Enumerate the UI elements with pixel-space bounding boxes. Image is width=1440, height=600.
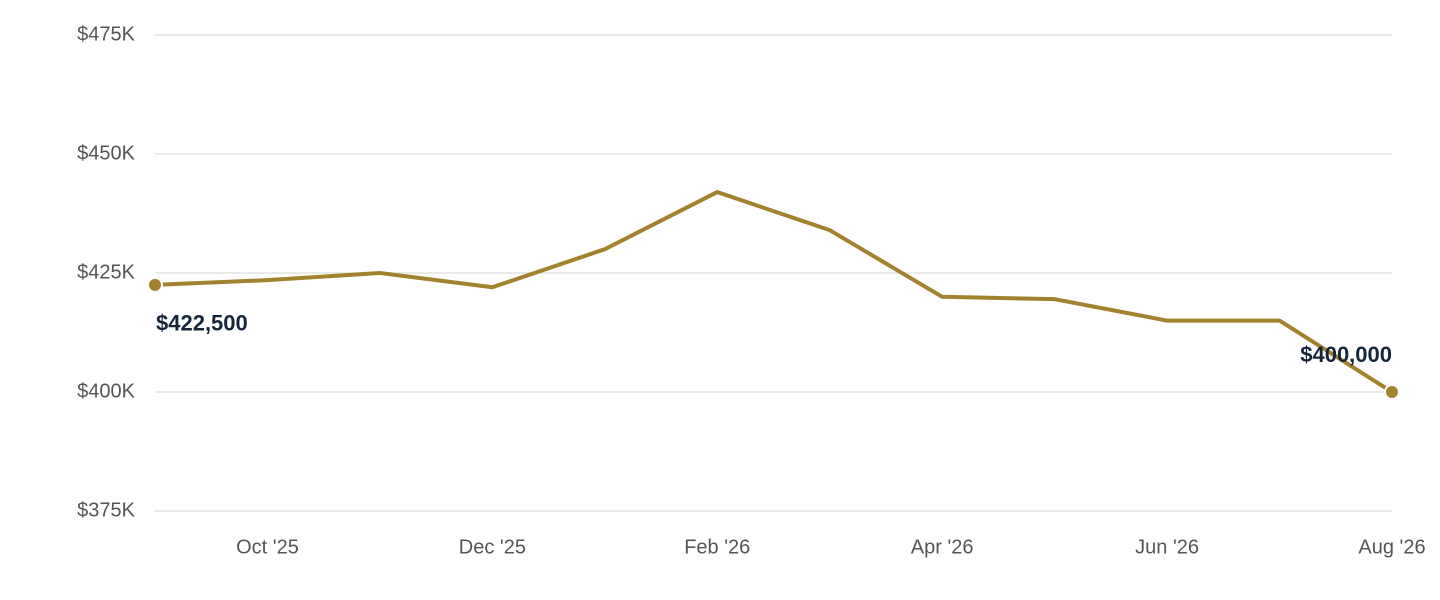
x-tick-label: Apr '26: [911, 536, 974, 558]
x-tick-label: Feb '26: [684, 536, 750, 558]
x-tick-label: Jun '26: [1135, 536, 1199, 558]
x-tick-label: Dec '25: [459, 536, 526, 558]
y-tick-label: $450K: [77, 142, 135, 164]
line: [154, 190, 1394, 394]
y-tick-label: $475K: [77, 23, 135, 45]
value-label: $400,000: [1300, 342, 1392, 367]
end-point: [1384, 384, 1400, 400]
y-tick-label: $425K: [77, 261, 135, 283]
y-tick-label: $375K: [77, 499, 135, 521]
end-point: [147, 276, 163, 293]
value-label: $422,500: [156, 311, 248, 336]
y-tick-label: $400K: [77, 380, 135, 402]
x-tick-label: Aug '26: [1358, 536, 1425, 558]
x-tick-label: Oct '25: [236, 536, 299, 558]
